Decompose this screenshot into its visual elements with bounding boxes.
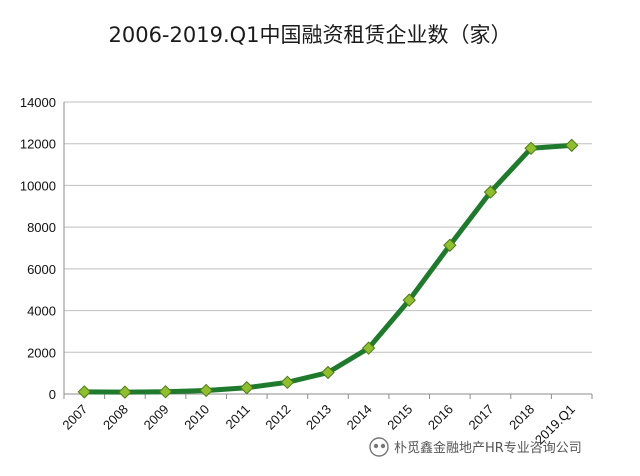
data-point-marker <box>564 138 579 153</box>
series-markers <box>77 138 579 399</box>
data-point-marker <box>118 385 132 399</box>
y-tick-label: 0 <box>49 387 56 402</box>
data-point-marker <box>199 383 213 398</box>
x-tick-label: 2009 <box>141 402 172 433</box>
wechat-official-account-icon <box>369 437 389 457</box>
data-point-marker <box>77 385 92 399</box>
chart-title: 2006-2019.Q1中国融资租赁企业数（家） <box>108 23 511 47</box>
data-point-marker <box>402 293 416 307</box>
y-tick-label: 4000 <box>27 304 56 319</box>
x-tick-label: 2016 <box>425 402 456 433</box>
data-point-marker <box>443 238 457 252</box>
axes <box>63 102 593 399</box>
data-point-marker <box>361 341 376 355</box>
data-point-marker <box>280 375 295 390</box>
x-tick-label: 2015 <box>384 402 415 433</box>
data-point-marker <box>158 384 173 399</box>
x-tick-label: 2017 <box>466 402 497 433</box>
x-tick-label: 2014 <box>344 402 375 433</box>
x-tick-label: 2010 <box>181 402 212 433</box>
watermark: 朴觅鑫金融地产HR专业咨询公司 <box>369 437 582 457</box>
x-tick-label: 2011 <box>223 402 253 432</box>
y-tick-label: 14000 <box>20 95 56 110</box>
x-tick-label: 2012 <box>262 402 293 433</box>
y-tick-label: 12000 <box>20 137 56 152</box>
y-tick-label: 10000 <box>20 178 56 193</box>
x-tick-label: 2013 <box>303 402 334 433</box>
y-tick-label: 6000 <box>27 262 56 277</box>
y-axis-ticks: 0 2000 4000 6000 8000 10000 12000 14000 <box>20 95 56 402</box>
data-point-marker <box>240 381 254 395</box>
x-tick-label: 2008 <box>100 402 131 433</box>
x-tick-label: 2018 <box>506 402 537 433</box>
data-point-marker <box>483 185 498 199</box>
data-point-marker <box>321 365 335 380</box>
data-point-marker <box>524 141 538 156</box>
y-tick-label: 8000 <box>27 220 56 235</box>
x-tick-label: 2007 <box>59 402 90 433</box>
watermark-text: 朴觅鑫金融地产HR专业咨询公司 <box>394 440 582 456</box>
gridlines <box>64 101 592 353</box>
y-tick-label: 2000 <box>27 345 56 360</box>
